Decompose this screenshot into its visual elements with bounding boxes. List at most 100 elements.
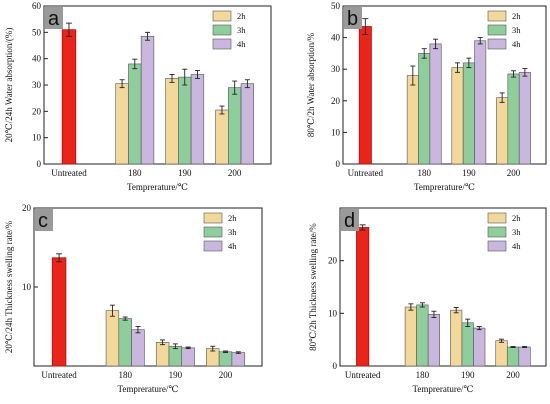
panel-letter-bg [341,209,359,231]
bar-3h-180 [416,304,429,367]
error-bar [160,339,166,346]
bar-3h-180 [118,318,132,367]
error-bar [132,58,138,70]
panel-letter: a [48,8,60,30]
legend-swatch-4h [487,240,507,252]
error-bar [453,307,459,314]
legend-label: 2h [512,213,521,223]
bar-2h-190 [451,67,464,165]
plot-frame [339,207,547,367]
legend-swatch-3h [203,226,223,238]
error-bar [499,338,505,343]
y-tick-label: 20 [331,96,341,106]
bar-4h-200 [518,346,531,367]
y-tick-label: 30 [32,80,42,90]
y-tick-label: 40 [32,54,42,64]
bar-2h-180 [404,306,417,367]
bar-3h-190 [461,322,474,367]
error-bar [465,318,471,327]
panel-letter: b [347,8,358,30]
error-bar [122,316,128,321]
bar-3h-180 [128,63,142,165]
y-tick-label: 50 [331,1,341,11]
y-axis-label: 20℃/24h Water absorption/(%) [4,28,14,143]
legend-label: 2h [228,213,237,223]
bar-4h-190 [473,327,486,367]
error-bar [135,326,141,334]
y-axis-label: 20℃/24h Thickness swelling rate/% [4,220,14,353]
bar-2h-190 [155,341,170,367]
error-bar [499,92,505,103]
bar-4h-190 [474,40,487,165]
y-tick-label: 10 [32,133,42,143]
error-bar [232,80,238,95]
error-bar [421,48,427,59]
plot-frame [342,5,547,165]
error-bar [244,79,250,89]
bar-3h-180 [418,53,431,165]
x-tick-label: Untreated [51,168,87,178]
legend: 2h 3h 4h [487,212,521,252]
error-bar [169,74,175,83]
y-tick-label: 10 [328,308,338,318]
y-tick-label: 50 [32,27,42,37]
legend: 2h 3h 4h [487,10,521,50]
panel-letter-bg [35,209,53,231]
bar-2h-200 [495,340,508,367]
legend-swatch-2h [212,10,232,22]
error-bar [466,57,472,69]
y-tick-label: 0 [37,159,42,169]
bar-2h-200 [496,97,509,165]
x-tick-label: 190 [461,370,475,380]
legend-swatch-2h [487,212,507,224]
error-bar [408,303,414,311]
bar-2h-180 [115,83,129,165]
x-tick-label: 200 [219,370,233,380]
error-bar [119,79,125,89]
bar-2h-180 [105,310,120,367]
legend-label: 3h [512,227,521,237]
legend-swatch-4h [203,240,223,252]
y-tick-label: 20 [32,106,42,116]
error-bar [410,65,416,86]
error-bar [56,253,63,263]
chart-panel-b: 0 10 20 30 40 50 Untreated 180 190 200 Tempreratur… [306,1,547,192]
error-bar [476,326,482,331]
y-tick-label: 40 [331,33,341,43]
legend-swatch-4h [212,38,232,50]
x-axis-label: Temprerature/℃ [414,182,475,192]
x-axis-label: Temprerature/℃ [413,384,474,394]
legend-label: 3h [512,25,521,35]
panel-letter-bg [344,7,362,29]
x-tick-label: 200 [228,168,242,178]
error-bar [182,68,188,86]
bar-4h-200 [518,72,531,165]
error-bar [454,62,460,73]
x-tick-label: 190 [178,168,192,178]
x-tick-label: 190 [169,370,183,380]
panel-letter: d [344,210,355,232]
legend-label: 4h [237,39,246,49]
bar-4h-180 [140,35,155,165]
x-tick-label: 180 [128,168,142,178]
bar-3h-190 [178,76,192,165]
bar-4h-190 [190,74,205,165]
x-axis-label: Temprerature/℃ [118,384,179,394]
legend-swatch-4h [487,38,507,50]
error-bar [194,70,200,79]
x-axis-label: Temprerature/℃ [127,182,188,192]
chart-panel-d: 0 10 20 Untreated 180 190 200 Temprerature/℃ 80℃… [308,207,547,394]
bar-3h-190 [462,62,475,165]
bar-untreated [356,227,370,367]
legend-swatch-3h [212,24,232,36]
bar-untreated [358,26,372,165]
y-tick-label: 0 [336,159,341,169]
bar-3h-200 [218,351,233,367]
bar-2h-200 [215,109,229,165]
y-tick-label: 60 [32,1,42,11]
bar-untreated [61,29,77,165]
legend: 2h 3h 4h [212,10,246,50]
error-bar [431,310,437,318]
y-axis-label: 80℃/2h Thickness swelling rate/% [308,223,318,351]
